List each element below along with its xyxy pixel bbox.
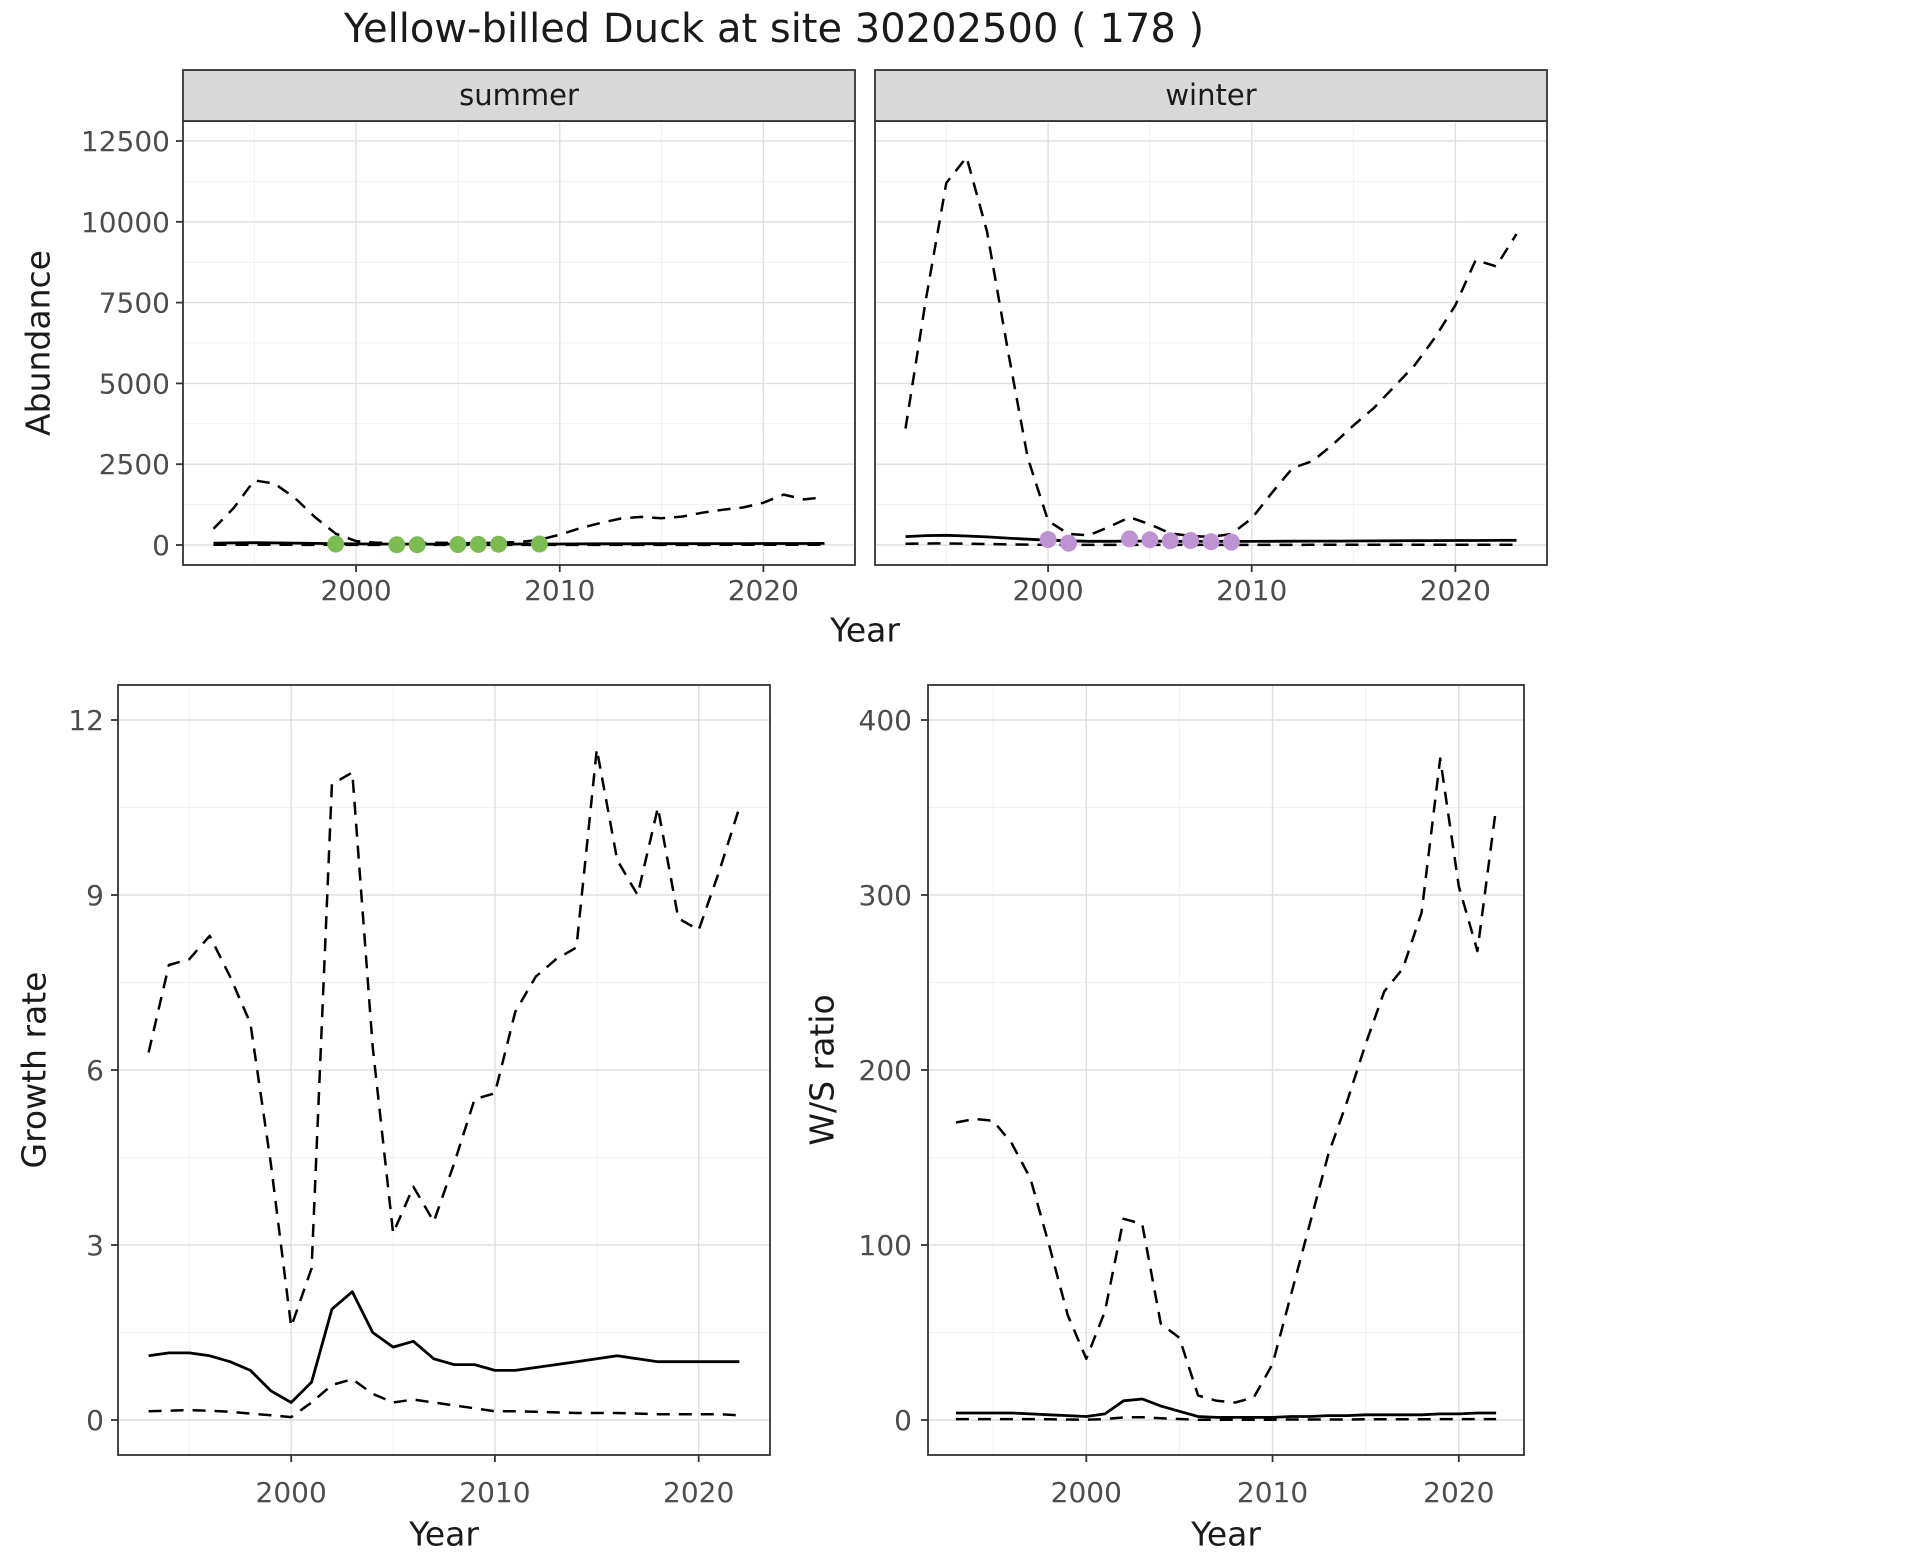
figure-title: Yellow-billed Duck at site 30202500 ( 17… — [343, 6, 1205, 52]
abundance-x-axis-title: Year — [830, 610, 900, 650]
x-axis-tick-label: 2000 — [320, 574, 391, 607]
data-point-observed-count — [1222, 533, 1240, 551]
x-axis-tick-label: 2000 — [1012, 574, 1083, 607]
y-axis-tick-label: 0 — [894, 1404, 912, 1437]
series-upper_ci — [147, 747, 741, 1328]
series-upper_ci — [212, 479, 825, 545]
data-point-observed-count — [1039, 531, 1057, 548]
data-point-observed-count — [449, 536, 467, 553]
series-upper_ci — [955, 757, 1498, 1404]
facet-strip — [874, 69, 1548, 122]
x-axis-tick-label: 2010 — [1237, 1476, 1308, 1509]
y-axis-tick-label: 300 — [859, 879, 912, 912]
series-lower_ci — [148, 1377, 740, 1419]
x-axis-tick-label: 2020 — [663, 1476, 734, 1509]
data-point-observed-count — [388, 536, 406, 554]
series-mean — [955, 1397, 1497, 1419]
series-upper_ci — [904, 155, 1518, 539]
data-point-observed-count — [469, 535, 487, 553]
data-point-observed-count — [327, 535, 345, 553]
y-axis-tick-label: 9 — [86, 879, 104, 912]
x-axis-tick-label: 2000 — [256, 1476, 327, 1509]
y-axis-tick-label: 100 — [859, 1229, 912, 1262]
x-axis-tick-label: 2010 — [1216, 574, 1287, 607]
y-axis-tick-label: 12500 — [81, 125, 170, 158]
data-point-observed-count — [1182, 532, 1200, 549]
data-point-observed-count — [490, 535, 508, 553]
data-point-observed-count — [1141, 531, 1159, 549]
y-axis-tick-label: 12 — [68, 704, 104, 737]
series-lower_ci — [955, 1415, 1497, 1421]
facet-strip-label: summer — [459, 78, 579, 112]
data-point-observed-count — [1161, 532, 1179, 550]
y-axis-tick-label: 10000 — [81, 206, 170, 239]
growth-rate-x-axis-title: Year — [409, 1514, 479, 1554]
x-axis-tick-label: 2020 — [1423, 1476, 1494, 1509]
y-axis-tick-label: 400 — [859, 704, 912, 737]
facet-strip — [182, 69, 856, 122]
x-axis-tick-label: 2010 — [459, 1476, 530, 1509]
y-axis-tick-label: 0 — [86, 1404, 104, 1437]
data-point-observed-count — [1202, 533, 1220, 551]
y-axis-tick-label: 200 — [859, 1054, 912, 1087]
data-point-observed-count — [1121, 530, 1138, 548]
x-axis-tick-label: 2000 — [1051, 1476, 1122, 1509]
y-axis-tick-label: 0 — [152, 529, 170, 562]
y-axis-tick-label: 2500 — [99, 448, 170, 481]
y-axis-tick-label: 5000 — [99, 367, 170, 400]
data-point-observed-count — [408, 536, 426, 554]
data-point-observed-count — [530, 535, 548, 553]
x-axis-tick-label: 2020 — [1420, 574, 1491, 607]
x-axis-tick-label: 2010 — [524, 574, 595, 607]
facet-strip-label: winter — [1165, 78, 1256, 112]
y-axis-tick-label: 3 — [86, 1229, 104, 1262]
series-mean — [148, 1290, 740, 1404]
x-axis-tick-label: 2020 — [728, 574, 799, 607]
y-axis-tick-label: 6 — [86, 1054, 104, 1087]
y-axis-tick-label: 7500 — [99, 287, 170, 320]
series-lower_ci — [905, 542, 1517, 547]
data-point-observed-count — [1060, 534, 1077, 552]
ws-ratio-x-axis-title: Year — [1191, 1514, 1261, 1554]
